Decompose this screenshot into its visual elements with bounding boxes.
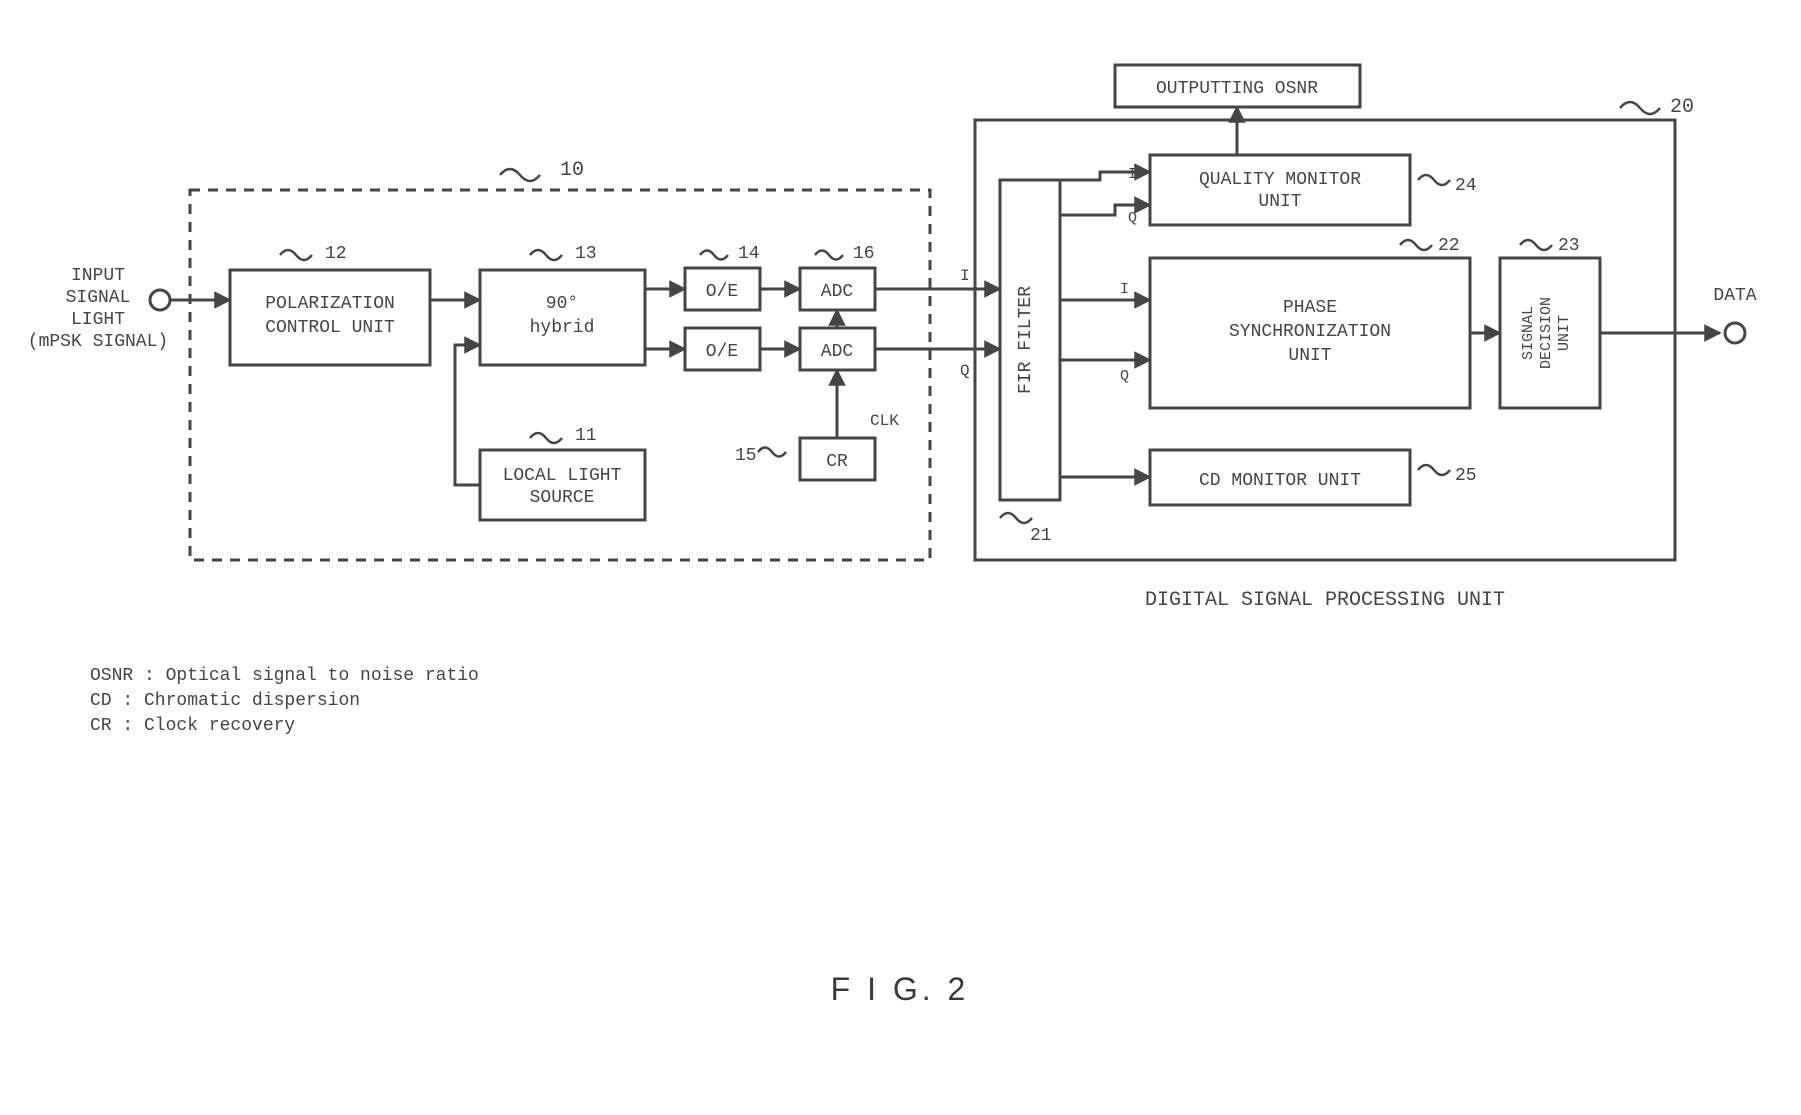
input-l3: LIGHT	[71, 310, 125, 330]
tilde-22	[1400, 240, 1432, 250]
block-qm	[1150, 155, 1410, 225]
wire-lls-hyb	[455, 345, 480, 485]
sig-i-1: I	[960, 267, 970, 285]
tilde-11	[530, 433, 562, 443]
sig-q-qm: Q	[1128, 210, 1137, 227]
input-l2: SIGNAL	[66, 288, 131, 308]
ref-23: 23	[1558, 236, 1580, 256]
ref-13: 13	[575, 244, 597, 264]
tilde-25	[1418, 465, 1450, 475]
block-adc1-label: ADC	[821, 282, 854, 302]
ref-24: 24	[1455, 176, 1477, 196]
ref-14: 14	[738, 244, 760, 264]
tilde-20	[1620, 102, 1660, 114]
ref-21: 21	[1030, 526, 1052, 546]
block-adc2-label: ADC	[821, 342, 854, 362]
block-oe1-label: O/E	[706, 282, 738, 302]
input-l1: INPUT	[71, 266, 125, 286]
legend-l1: OSNR : Optical signal to noise ratio	[90, 666, 479, 686]
input-l4: (mPSK SIGNAL)	[28, 332, 168, 352]
dsp-caption: DIGITAL SIGNAL PROCESSING UNIT	[1145, 589, 1505, 612]
block-qm-l2: UNIT	[1258, 192, 1301, 212]
ref-20: 20	[1670, 96, 1694, 119]
block-polarization-l1: POLARIZATION	[265, 294, 395, 314]
figure-caption: F I G. 2	[831, 971, 970, 1007]
input-pin	[150, 290, 170, 310]
tilde-12	[280, 250, 312, 260]
tilde-15	[758, 448, 786, 457]
block-psu-l3: UNIT	[1288, 346, 1331, 366]
sig-q-psu: Q	[1120, 368, 1129, 385]
block-sdu-l1: SIGNAL	[1520, 306, 1537, 360]
tilde-13	[530, 250, 562, 260]
block-cdm-label: CD MONITOR UNIT	[1199, 471, 1361, 491]
block-osnr-out-label: OUTPUTTING OSNR	[1156, 79, 1318, 99]
sig-i-qm: I	[1128, 166, 1137, 183]
tilde-24	[1418, 175, 1450, 185]
sig-i-psu: I	[1120, 281, 1129, 298]
block-hybrid-l2: hybrid	[530, 318, 595, 338]
block-diagram: 10 POLARIZATION CONTROL UNIT 12 90° hybr…	[0, 0, 1801, 1110]
block-qm-l1: QUALITY MONITOR	[1199, 170, 1361, 190]
block-sdu-l3: UNIT	[1556, 315, 1573, 351]
ref-25: 25	[1455, 466, 1477, 486]
block-hybrid-l1: 90°	[546, 294, 578, 314]
tilde-23	[1520, 240, 1552, 250]
block-cr-label: CR	[826, 452, 848, 472]
block-psu-l2: SYNCHRONIZATION	[1229, 322, 1391, 342]
block-sdu-l2: DECISION	[1538, 297, 1555, 369]
tilde-14	[700, 251, 728, 260]
tilde-10	[500, 169, 540, 181]
output-label: DATA	[1713, 286, 1756, 306]
tilde-21	[1000, 513, 1032, 523]
block-polarization-l2: CONTROL UNIT	[265, 318, 395, 338]
output-pin	[1725, 323, 1745, 343]
clk-label: CLK	[870, 412, 899, 430]
ref-12: 12	[325, 244, 347, 264]
sig-q-1: Q	[960, 362, 970, 380]
legend-l3: CR : Clock recovery	[90, 716, 295, 736]
block-lls-l1: LOCAL LIGHT	[503, 466, 622, 486]
block-lls-l2: SOURCE	[530, 488, 595, 508]
block-oe2-label: O/E	[706, 342, 738, 362]
block-fir-label: FIR FILTER	[1016, 286, 1036, 394]
tilde-16	[815, 251, 843, 260]
ref-22: 22	[1438, 236, 1460, 256]
ref-11: 11	[575, 426, 597, 446]
ref-16: 16	[853, 244, 875, 264]
block-psu-l1: PHASE	[1283, 298, 1337, 318]
legend-l2: CD : Chromatic dispersion	[90, 691, 360, 711]
ref-15: 15	[735, 446, 757, 466]
ref-10: 10	[560, 159, 584, 182]
